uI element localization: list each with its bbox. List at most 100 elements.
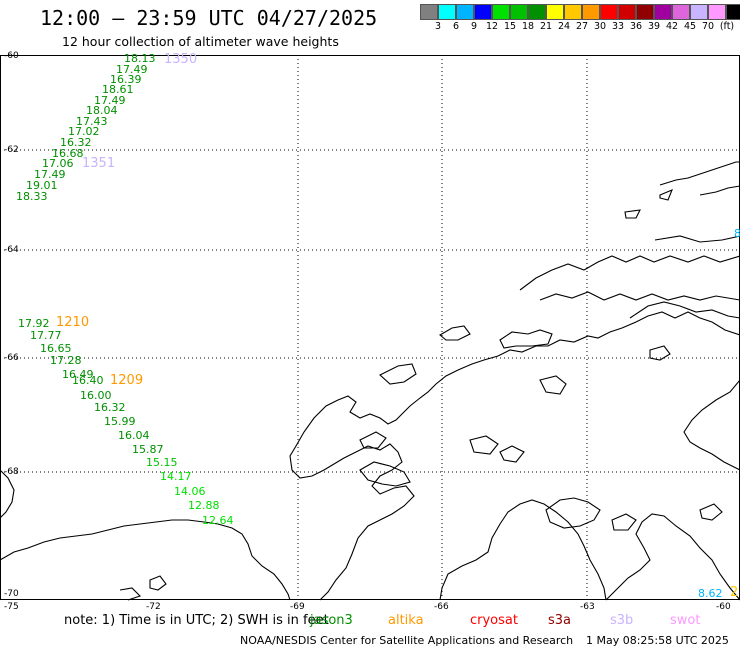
lat-label: -64: [4, 245, 19, 255]
lon-label: -72: [146, 602, 161, 612]
color-scale-tick-label: 45: [683, 21, 697, 32]
color-scale-tick-label: 9: [470, 21, 478, 32]
swh-value: 17.77: [30, 329, 62, 342]
swh-value: 16.04: [118, 429, 150, 442]
swh-value: 17.49: [116, 63, 148, 76]
swh-value: 14.17: [160, 470, 192, 483]
color-scale-labels: 3 6 9 12 15 18 21 24 27 30 33 36 39 42 45 70 (ft): [420, 21, 740, 33]
swh-value: 16.39: [110, 73, 142, 86]
color-scale-swatch: [564, 4, 582, 20]
swh-value: 8: [734, 227, 740, 240]
satellite-legend-item: altika: [388, 613, 424, 628]
color-scale-swatch: [456, 4, 474, 20]
lon-label: -75: [4, 602, 19, 612]
map-subtitle: 12 hour collection of altimeter wave hei…: [62, 34, 339, 49]
generated-timestamp: 1 May 08:25:58 UTC 2025: [586, 634, 729, 647]
color-scale-bar: [420, 4, 740, 20]
color-scale-tick-label: 15: [503, 21, 517, 32]
swh-value: 16.32: [60, 136, 92, 149]
footer-note: note: 1) Time is in UTC; 2) SWH is in fe…: [64, 613, 329, 628]
color-scale-swatch: [672, 4, 690, 20]
swh-value: 16.68: [52, 147, 84, 160]
swh-value: 18.61: [102, 83, 134, 96]
pass-id-label: 1209: [110, 373, 144, 388]
lat-label: -70: [4, 589, 19, 599]
color-scale-unit: (ft): [719, 21, 735, 32]
swh-value: 17.49: [34, 168, 66, 181]
color-scale-swatch: [654, 4, 672, 20]
swh-value: 17.28: [50, 354, 82, 367]
color-scale-swatch: [708, 4, 726, 20]
map-panel: [0, 55, 740, 601]
satellite-legend-item: s3b: [610, 613, 634, 628]
swh-value: 16.32: [94, 401, 126, 414]
coastline: [0, 161, 740, 601]
swh-value: 17.49: [94, 94, 126, 107]
color-scale-tick-label: 42: [665, 21, 679, 32]
swh-value: 16.65: [40, 342, 72, 355]
color-scale-tick-label: 33: [611, 21, 625, 32]
swh-value: 15.87: [132, 443, 164, 456]
map-frame: [0, 55, 740, 600]
swh-value: 12.64: [202, 514, 234, 527]
color-scale-swatch: [492, 4, 510, 20]
satellite-legend-item: jason3: [310, 613, 353, 628]
swh-value: 15.99: [104, 415, 136, 428]
color-scale-swatch: [438, 4, 456, 20]
swh-value: 14.06: [174, 485, 206, 498]
color-scale-swatch: [726, 4, 740, 20]
swh-value: 16.40: [72, 374, 104, 387]
satellite-legend-item: s3a: [548, 613, 572, 628]
color-scale-tick-label: 21: [539, 21, 553, 32]
color-scale-swatch: [600, 4, 618, 20]
swh-value: 18.33: [16, 190, 48, 203]
swh-value: 8.62: [698, 587, 723, 600]
swh-value: 15.15: [146, 456, 178, 469]
satellite-legend-item: swot: [670, 613, 701, 628]
color-scale-tick-label: 70: [701, 21, 715, 32]
lon-label: -63: [580, 602, 595, 612]
credit-line: NOAA/NESDIS Center for Satellite Applica…: [240, 634, 574, 647]
color-scale-tick-label: 24: [557, 21, 571, 32]
swh-value: 17.06: [42, 157, 74, 170]
color-scale-swatch: [546, 4, 564, 20]
color-scale-swatch: [474, 4, 492, 20]
color-scale-tick-label: 30: [593, 21, 607, 32]
swh-value: 17.02: [68, 125, 100, 138]
swh-value: 16.49: [62, 368, 94, 381]
swh-value: 18.13: [124, 52, 156, 65]
swh-value: 18.04: [86, 104, 118, 117]
swh-value: 19.01: [26, 179, 58, 192]
swh-value: 17.92: [18, 317, 50, 330]
pass-id-label: 1351: [82, 156, 116, 171]
lat-label: -66: [4, 353, 19, 363]
lon-label: -60: [716, 602, 731, 612]
swh-value: 2: [730, 585, 739, 600]
color-scale-tick-label: 39: [647, 21, 661, 32]
color-scale-tick-label: 3: [434, 21, 442, 32]
map-title: 12:00 – 23:59 UTC 04/27/2025: [40, 6, 378, 30]
color-scale-swatch: [510, 4, 528, 20]
color-scale-swatch: [528, 4, 546, 20]
pass-id-label: 1210: [56, 315, 90, 330]
graticule: [0, 55, 740, 600]
color-scale-swatch: [636, 4, 654, 20]
color-scale-swatch: [690, 4, 708, 20]
satellite-legend-item: cryosat: [470, 613, 518, 628]
color-scale-swatch: [420, 4, 438, 20]
lon-label: -69: [290, 602, 305, 612]
swh-value: 16.00: [80, 389, 112, 402]
lat-label: -60: [4, 51, 19, 61]
swh-value: 17.43: [76, 115, 108, 128]
color-scale-tick-label: 27: [575, 21, 589, 32]
lat-label: -68: [4, 467, 19, 477]
color-scale-swatch: [582, 4, 600, 20]
pass-id-label: 1350: [164, 52, 198, 67]
color-scale-tick-label: 36: [629, 21, 643, 32]
color-scale-tick-label: 12: [485, 21, 499, 32]
color-scale-tick-label: 6: [452, 21, 460, 32]
lat-label: -62: [4, 145, 19, 155]
swh-value: 12.88: [188, 499, 220, 512]
lon-label: -66: [434, 602, 449, 612]
color-scale-swatch: [618, 4, 636, 20]
